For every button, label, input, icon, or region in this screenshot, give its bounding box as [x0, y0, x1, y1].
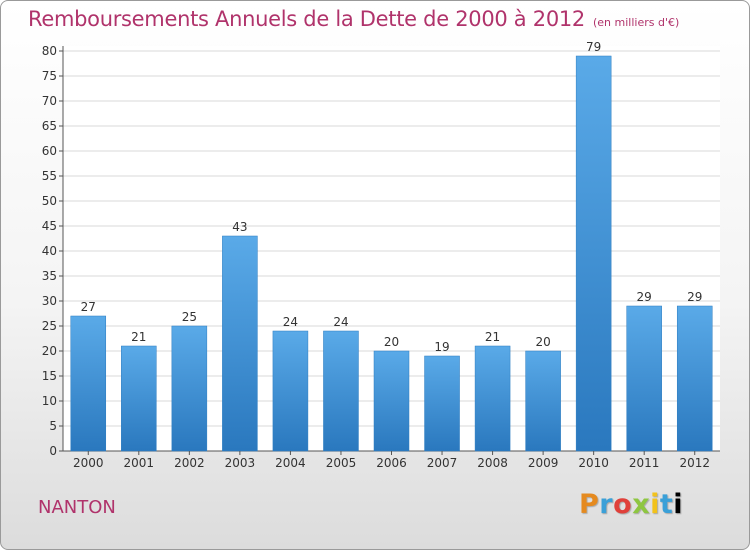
- value-label-2011: 29: [637, 290, 652, 304]
- y-tick-label-70: 70: [42, 94, 57, 108]
- x-tick-label-2012: 2012: [679, 456, 710, 470]
- value-label-2001: 21: [131, 330, 146, 344]
- y-tick-label-75: 75: [42, 69, 57, 83]
- x-tick-label-2011: 2011: [629, 456, 660, 470]
- bar-2007: [424, 355, 460, 452]
- y-tick-label-80: 80: [42, 44, 57, 58]
- proxiti-logo: Proxiti: [579, 489, 683, 520]
- x-tick-label-2000: 2000: [73, 456, 104, 470]
- x-tick-label-2005: 2005: [326, 456, 357, 470]
- y-tick-label-65: 65: [42, 119, 57, 133]
- value-label-2005: 24: [333, 315, 348, 329]
- y-tick-label-45: 45: [42, 219, 57, 233]
- chart-subtitle: (en milliers d'€): [593, 16, 680, 29]
- logo-letter-p: P: [579, 489, 600, 520]
- value-label-2010: 79: [586, 40, 601, 54]
- bar-2002: [171, 325, 208, 452]
- bar-2008: [474, 345, 511, 452]
- chart-title-text: Remboursements Annuels de la Dette de 20…: [28, 7, 585, 31]
- logo-letter-r: r: [599, 489, 614, 520]
- y-tick-label-55: 55: [42, 169, 57, 183]
- chart-title: Remboursements Annuels de la Dette de 20…: [28, 7, 679, 31]
- x-tick-label-2008: 2008: [477, 456, 508, 470]
- y-tick-label-35: 35: [42, 269, 57, 283]
- bar-2001: [121, 345, 157, 452]
- value-label-2003: 43: [232, 220, 247, 234]
- logo-letter-x: x: [632, 489, 651, 520]
- logo-letter-i2: i: [673, 489, 684, 520]
- logo-letter-t: t: [659, 489, 674, 520]
- x-tick-label-2006: 2006: [376, 456, 407, 470]
- y-tick-label-25: 25: [42, 319, 57, 333]
- y-tick-label-30: 30: [42, 294, 57, 308]
- y-tick-label-60: 60: [42, 144, 57, 158]
- value-label-2006: 20: [384, 335, 399, 349]
- town-name: NANTON: [38, 497, 116, 518]
- bar-2004: [272, 330, 309, 452]
- x-tick-label-2001: 2001: [124, 456, 155, 470]
- y-tick-label-20: 20: [42, 344, 57, 358]
- y-tick-label-50: 50: [42, 194, 57, 208]
- x-tick-label-2004: 2004: [275, 456, 306, 470]
- bar-2010: [575, 55, 612, 452]
- logo-letter-i: i: [650, 489, 660, 520]
- bar-2009: [525, 350, 561, 452]
- y-tick-label-5: 5: [49, 419, 57, 433]
- x-tick-label-2003: 2003: [225, 456, 256, 470]
- bar-2006: [373, 350, 410, 452]
- value-label-2000: 27: [81, 300, 96, 314]
- value-label-2002: 25: [182, 310, 197, 324]
- logo-letter-o: o: [613, 489, 633, 520]
- value-label-2009: 20: [535, 335, 550, 349]
- bar-2011: [626, 305, 662, 452]
- y-tick-label-40: 40: [42, 244, 57, 258]
- value-label-2008: 21: [485, 330, 500, 344]
- y-tick-label-10: 10: [42, 394, 57, 408]
- y-tick-label-15: 15: [42, 369, 57, 383]
- x-tick-label-2002: 2002: [174, 456, 205, 470]
- value-label-2007: 19: [434, 340, 449, 354]
- bar-2000: [70, 315, 107, 452]
- x-tick-label-2007: 2007: [427, 456, 458, 470]
- y-tick-label-0: 0: [49, 444, 57, 458]
- x-tick-label-2009: 2009: [528, 456, 559, 470]
- value-label-2004: 24: [283, 315, 298, 329]
- bar-2012: [676, 305, 713, 452]
- value-label-2012: 29: [687, 290, 702, 304]
- bar-2005: [323, 330, 359, 452]
- x-tick-label-2010: 2010: [578, 456, 609, 470]
- bar-2003: [222, 235, 258, 452]
